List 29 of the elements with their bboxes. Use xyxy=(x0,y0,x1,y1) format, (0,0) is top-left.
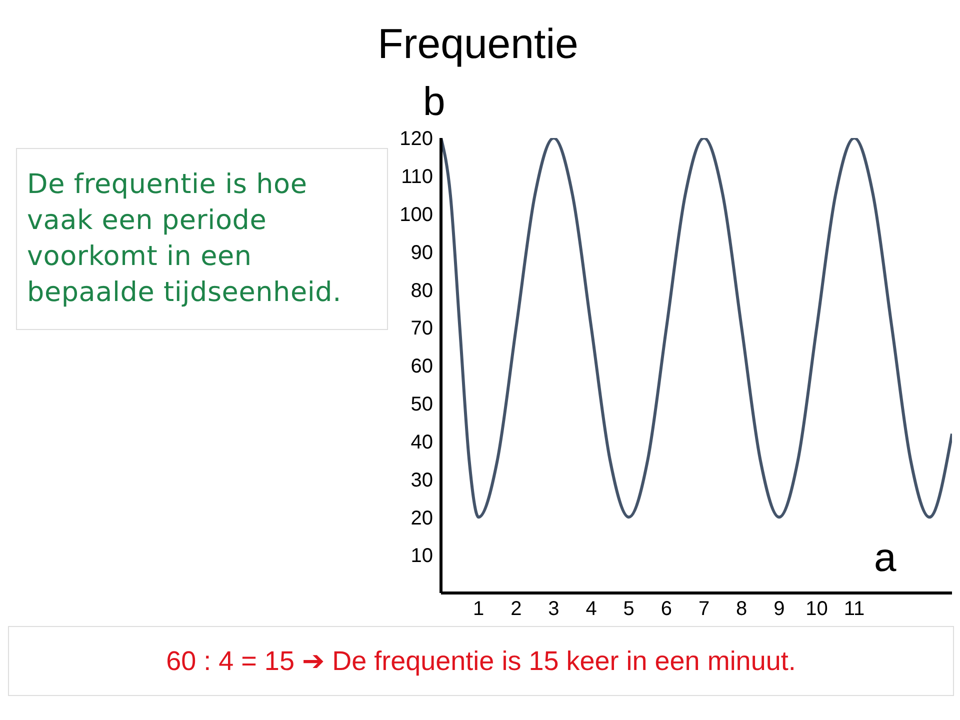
text: 60 : 4 = 15 ➔ De frequentie is 15 keer in een minuut. xyxy=(8,626,954,696)
y-tick-label: 10 xyxy=(410,545,433,568)
x-tick-label: 5 xyxy=(623,598,634,620)
text: De frequentie is hoe vaak een periode voorkomt in een bepaalde tijdseenheid. xyxy=(16,148,388,330)
x-tick-label: 8 xyxy=(736,598,748,620)
y-tick-label: 20 xyxy=(410,507,433,530)
x-axis-title: a xyxy=(874,536,896,580)
y-tick-label: 50 xyxy=(410,394,433,416)
y-axis-title: b xyxy=(423,80,446,125)
chart-title: Frequentie xyxy=(376,20,580,68)
y-tick-label: 80 xyxy=(410,280,433,302)
y-tick-label: 70 xyxy=(410,318,433,340)
y-tick-label: 120 xyxy=(400,128,433,150)
y-tick-label: 30 xyxy=(410,469,433,492)
line-series xyxy=(441,138,952,519)
x-tick-label: 2 xyxy=(510,598,522,620)
y-tick-label: 40 xyxy=(410,431,433,454)
x-tick-label: 11 xyxy=(844,598,865,620)
y-tick-label: 110 xyxy=(401,166,433,188)
x-tick-label: 6 xyxy=(660,598,672,620)
x-tick-label: 10 xyxy=(806,598,828,620)
y-tick-label: 100 xyxy=(400,204,433,226)
y-tick-label: 60 xyxy=(410,356,433,378)
y-tick-label: 90 xyxy=(410,242,433,264)
x-tick-label: 9 xyxy=(774,598,785,620)
x-tick-label: 7 xyxy=(698,598,710,620)
x-tick-label: 3 xyxy=(548,598,560,620)
x-tick-label: 1 xyxy=(473,598,484,620)
x-tick-label: 4 xyxy=(586,598,597,620)
